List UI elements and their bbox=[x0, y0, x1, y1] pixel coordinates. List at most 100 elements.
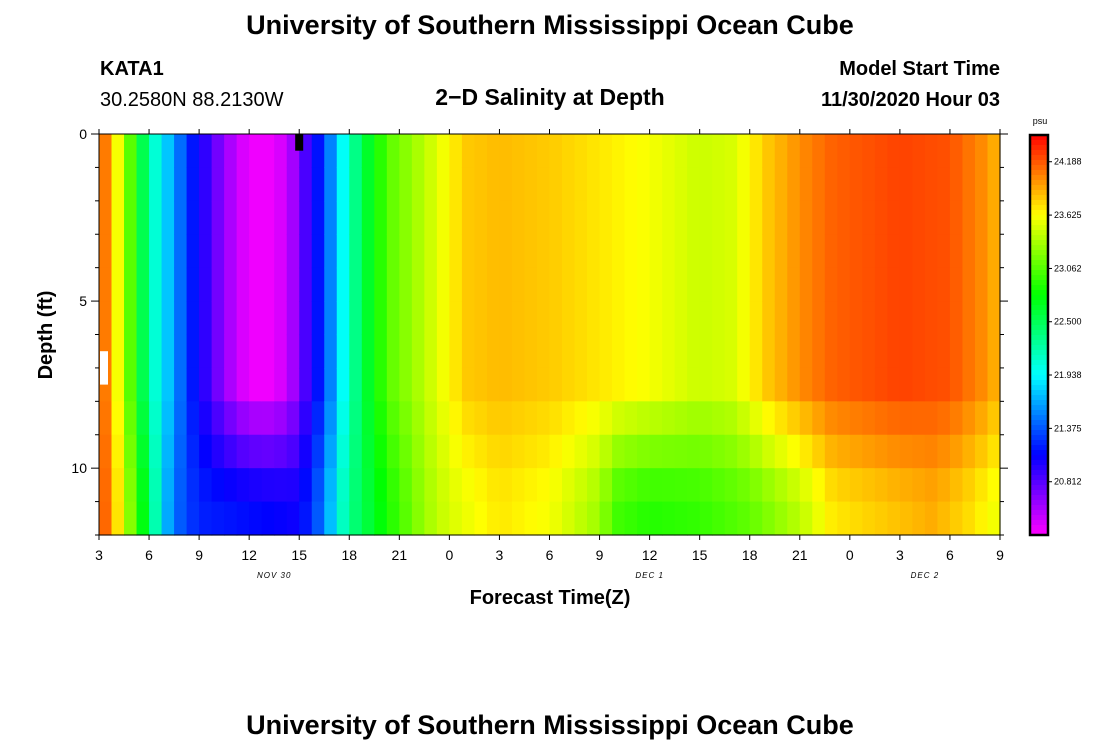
heatmap-cell bbox=[887, 301, 901, 336]
heatmap-cell bbox=[587, 200, 601, 235]
heatmap-cell bbox=[336, 401, 350, 436]
heatmap-cell bbox=[236, 434, 250, 469]
x-tick-label: 18 bbox=[742, 547, 758, 563]
heatmap-cell bbox=[274, 367, 288, 402]
heatmap-cell bbox=[674, 267, 688, 302]
heatmap-cell bbox=[824, 367, 838, 402]
heatmap-cell bbox=[774, 134, 788, 169]
heatmap-cell bbox=[124, 401, 138, 436]
colorbar-segment bbox=[1030, 515, 1048, 521]
heatmap-cell bbox=[349, 367, 363, 402]
heatmap-cell bbox=[687, 334, 701, 369]
heatmap-cell bbox=[311, 401, 325, 436]
heatmap-cell bbox=[549, 501, 563, 536]
heatmap-cell bbox=[149, 501, 163, 536]
heatmap-cell bbox=[386, 134, 400, 169]
heatmap-cell bbox=[311, 367, 325, 402]
heatmap-cell bbox=[186, 200, 200, 235]
heatmap-cell bbox=[361, 501, 375, 536]
heatmap-cell bbox=[712, 267, 726, 302]
heatmap-cell bbox=[624, 167, 638, 202]
heatmap-cell bbox=[924, 267, 939, 302]
heatmap-cell bbox=[587, 367, 601, 402]
heatmap-cell bbox=[924, 334, 939, 369]
heatmap-cell bbox=[411, 401, 425, 436]
heatmap-cell bbox=[536, 167, 551, 202]
heatmap-cell bbox=[637, 468, 651, 503]
heatmap-cell bbox=[574, 234, 588, 269]
heatmap-cell bbox=[99, 468, 113, 503]
heatmap-cell bbox=[837, 167, 851, 202]
heatmap-cell bbox=[762, 134, 776, 169]
heatmap-cell bbox=[624, 134, 638, 169]
heatmap-cell bbox=[399, 134, 413, 169]
heatmap-cell bbox=[124, 134, 138, 169]
heatmap-cell bbox=[124, 301, 138, 336]
colorbar-tick-label: 23.625 bbox=[1054, 210, 1082, 220]
heatmap-cell bbox=[161, 167, 175, 202]
heatmap-cell bbox=[311, 234, 325, 269]
colorbar-segment bbox=[1030, 185, 1048, 191]
heatmap-cell bbox=[186, 434, 200, 469]
heatmap-cell bbox=[336, 501, 350, 536]
colorbar-segment bbox=[1030, 485, 1048, 491]
heatmap-cell bbox=[449, 468, 463, 503]
heatmap-cell bbox=[962, 501, 976, 536]
heatmap-cell bbox=[449, 134, 463, 169]
heatmap-cell bbox=[274, 334, 288, 369]
heatmap-cell bbox=[311, 334, 325, 369]
heatmap-cell bbox=[787, 468, 801, 503]
heatmap-cell bbox=[687, 167, 701, 202]
heatmap-cell bbox=[737, 367, 751, 402]
heatmap-cell bbox=[199, 468, 213, 503]
heatmap-cell bbox=[136, 334, 150, 369]
heatmap-cell bbox=[599, 167, 613, 202]
heatmap-cell bbox=[574, 501, 588, 536]
y-tick-label: 10 bbox=[71, 460, 87, 476]
heatmap-cell bbox=[236, 167, 250, 202]
heatmap-cell bbox=[662, 301, 676, 336]
heatmap-cell bbox=[924, 434, 939, 469]
heatmap-cell bbox=[737, 200, 751, 235]
heatmap-cell bbox=[837, 367, 851, 402]
heatmap-cell bbox=[624, 334, 638, 369]
heatmap-cell bbox=[574, 334, 588, 369]
heatmap-cell bbox=[874, 367, 888, 402]
heatmap-cell bbox=[261, 401, 275, 436]
heatmap-cell bbox=[336, 301, 350, 336]
colorbar-segment bbox=[1030, 465, 1048, 471]
x-tick-label: 6 bbox=[145, 547, 153, 563]
heatmap-cell bbox=[949, 267, 964, 302]
heatmap-cell bbox=[99, 401, 113, 436]
heatmap-cell bbox=[211, 200, 225, 235]
heatmap-cell bbox=[774, 401, 788, 436]
heatmap-cell bbox=[787, 367, 801, 402]
heatmap-cell bbox=[849, 468, 863, 503]
heatmap-cell bbox=[299, 334, 313, 369]
heatmap-cell bbox=[424, 367, 438, 402]
heatmap-cell bbox=[211, 501, 225, 536]
heatmap-cell bbox=[511, 167, 526, 202]
heatmap-cell bbox=[99, 167, 113, 202]
heatmap-cell bbox=[962, 367, 976, 402]
colorbar-segment bbox=[1030, 375, 1048, 381]
heatmap-cell bbox=[311, 200, 325, 235]
heatmap-cell bbox=[311, 468, 325, 503]
heatmap-cell bbox=[637, 134, 651, 169]
heatmap-cell bbox=[974, 267, 989, 302]
heatmap-cell bbox=[987, 367, 1001, 402]
heatmap-cell bbox=[987, 401, 1001, 436]
heatmap-cell bbox=[662, 501, 676, 536]
heatmap-cell bbox=[962, 234, 976, 269]
heatmap-cell bbox=[199, 501, 213, 536]
heatmap-cell bbox=[386, 267, 400, 302]
heatmap-cell bbox=[974, 234, 989, 269]
heatmap-cell bbox=[99, 267, 113, 302]
heatmap-cell bbox=[474, 468, 488, 503]
heatmap-cell bbox=[336, 267, 350, 302]
heatmap-cell bbox=[787, 267, 801, 302]
heatmap-cell bbox=[236, 267, 250, 302]
colorbar-segment bbox=[1030, 190, 1048, 196]
heatmap-cell bbox=[762, 301, 776, 336]
heatmap-cell bbox=[211, 267, 225, 302]
